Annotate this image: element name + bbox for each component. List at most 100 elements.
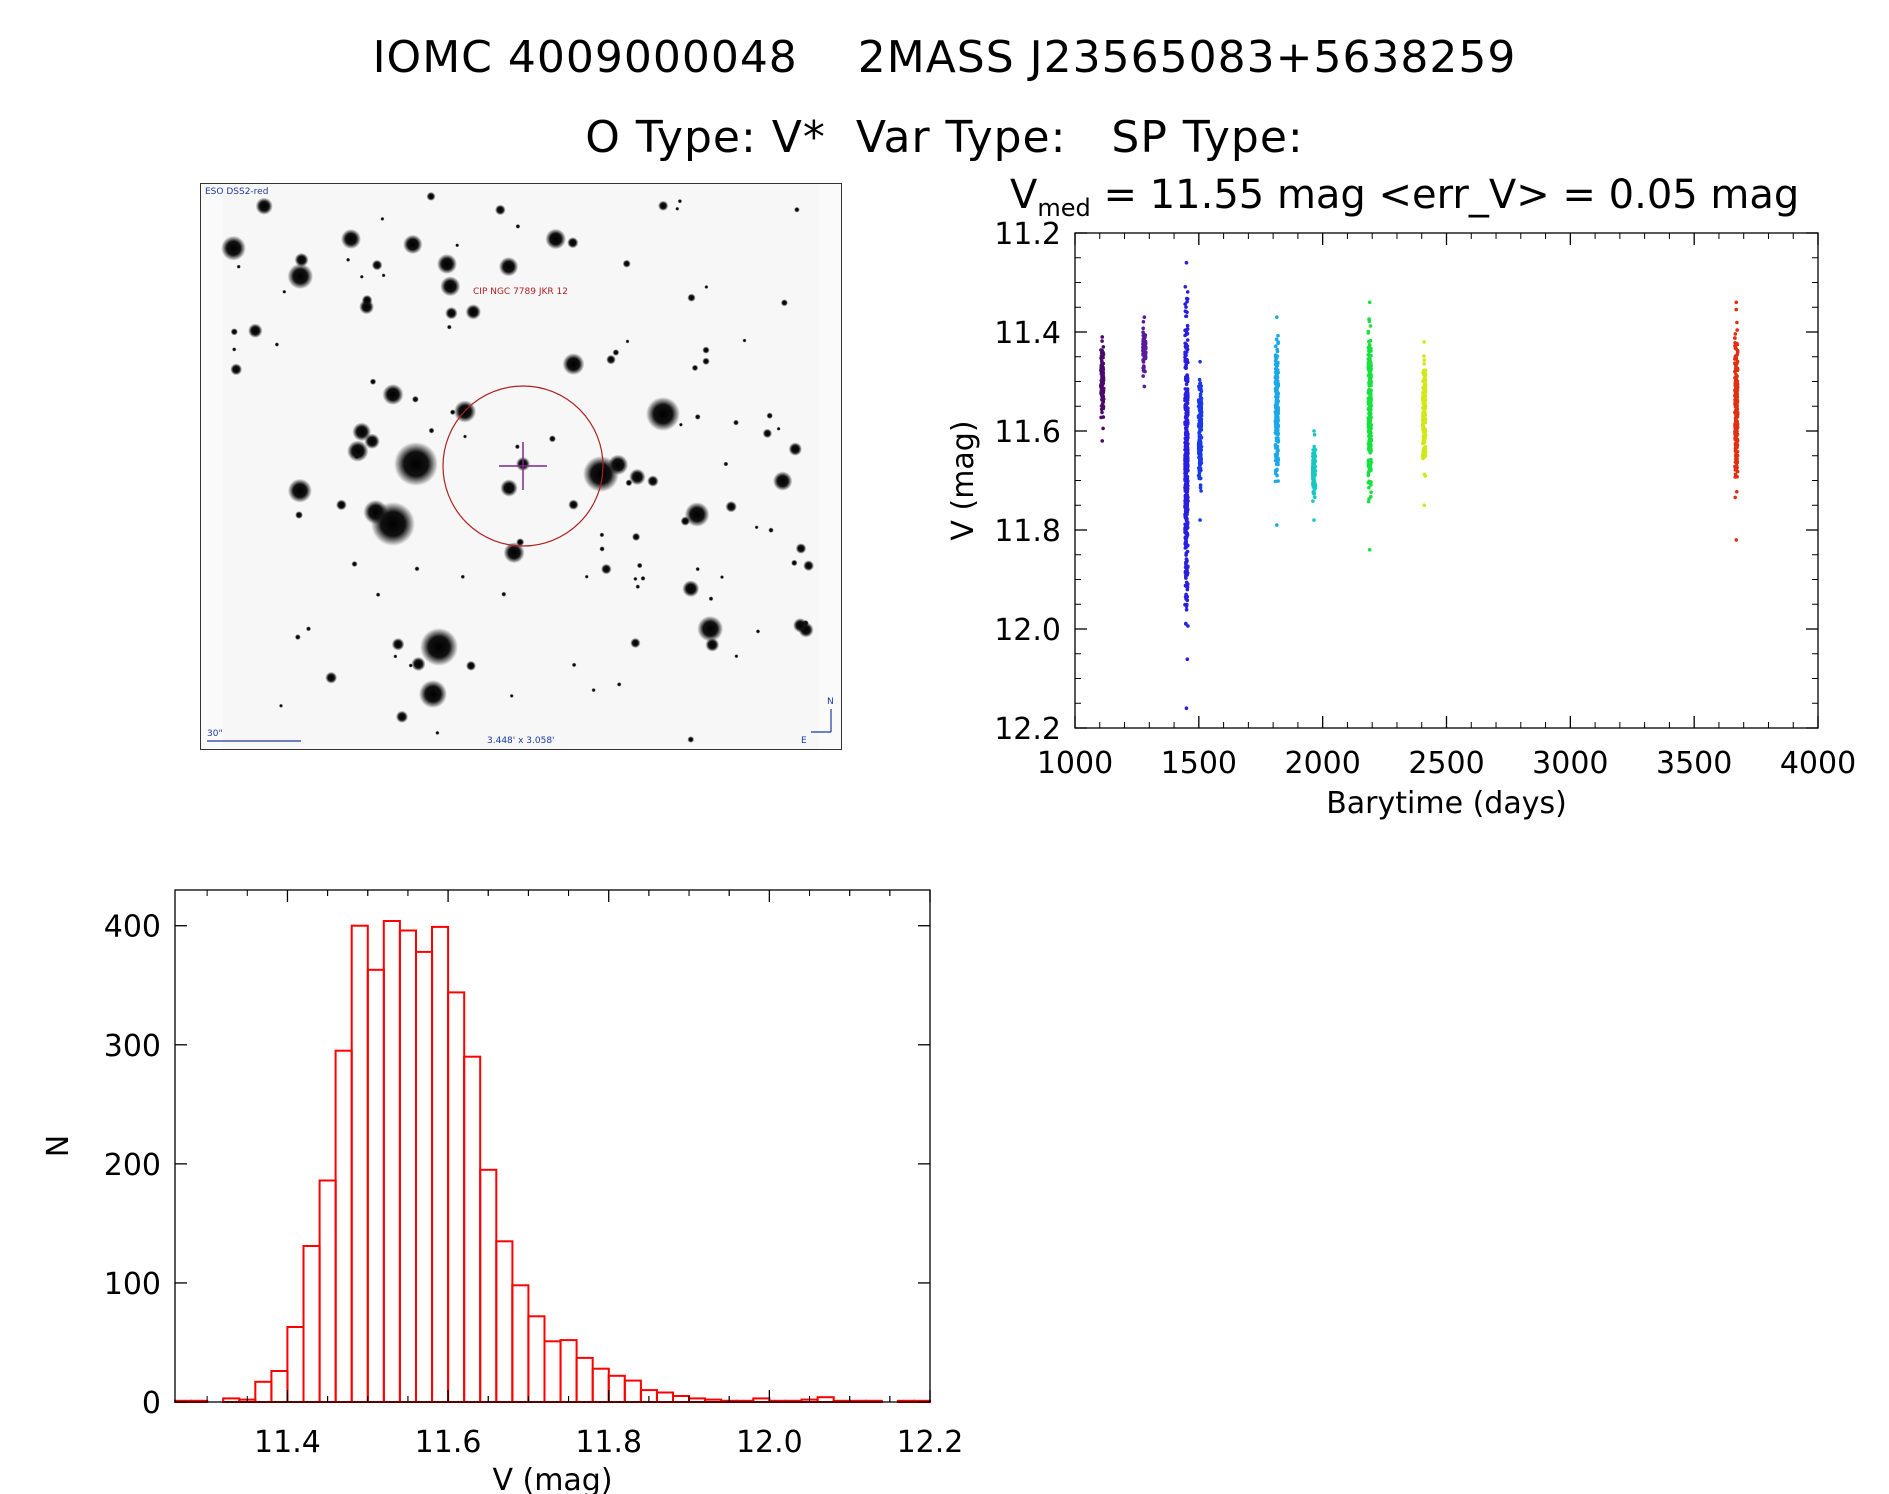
lightcurve-point: [1185, 531, 1190, 536]
lightcurve-point: [1275, 406, 1279, 411]
star: [498, 257, 519, 277]
lightcurve-point: [1734, 383, 1738, 387]
lightcurve-point: [1099, 407, 1104, 412]
lightcurve-point: [1275, 394, 1279, 399]
lightcurve-point: [1368, 468, 1372, 473]
lightcurve-point: [1276, 384, 1280, 388]
lightcurve-point: [1276, 457, 1280, 462]
lightcurve-point: [1734, 444, 1738, 448]
lightcurve-point: [1423, 389, 1428, 394]
lightcurve-point: [1734, 374, 1739, 379]
lightcurve-point: [1185, 327, 1190, 331]
star: [346, 257, 351, 262]
lightcurve-point: [1421, 393, 1426, 397]
lightcurve-point: [1197, 399, 1201, 403]
lightcurve-point: [1184, 424, 1189, 429]
lightcurve-point: [1366, 480, 1371, 485]
lightcurve-point: [1421, 427, 1425, 431]
lightcurve-point: [1100, 388, 1105, 392]
lightcurve-point: [1275, 426, 1280, 431]
lightcurve-point: [1734, 449, 1738, 454]
lightcurve-point: [1184, 342, 1189, 347]
lightcurve-point: [1199, 459, 1203, 464]
lightcurve-point: [1275, 347, 1279, 352]
lightcurve-point: [1184, 531, 1189, 536]
lightcurve-point: [1100, 410, 1104, 415]
lightcurve-point: [1422, 401, 1427, 406]
lightcurve-point: [1275, 412, 1280, 417]
lightcurve-point: [1184, 459, 1188, 463]
lightcurve-point: [1274, 436, 1279, 440]
lightcurve-point: [1423, 368, 1428, 373]
lightcurve-point: [1422, 390, 1427, 395]
lightcurve-point: [1421, 413, 1426, 417]
star: [347, 440, 369, 462]
lightcurve-point: [1184, 436, 1188, 440]
lightcurve-point: [1184, 604, 1189, 609]
lightcurve-point: [1735, 392, 1739, 397]
lightcurve-point: [1367, 382, 1372, 387]
lightcurve-point: [1274, 371, 1278, 376]
lightcurve-point: [1369, 460, 1373, 465]
lightcurve-point: [1099, 378, 1104, 383]
lightcurve-point: [1368, 343, 1372, 348]
lightcurve-point: [1735, 421, 1739, 426]
lightcurve-point: [1275, 315, 1279, 319]
lightcurve-point: [1186, 499, 1190, 503]
lightcurve-point: [1274, 405, 1278, 409]
lightcurve-point: [1276, 424, 1280, 429]
lightcurve-point: [1199, 410, 1203, 415]
lightcurve-point: [1369, 434, 1373, 438]
lightcurve-point: [1311, 469, 1316, 474]
lightcurve-point: [1367, 364, 1371, 369]
lightcurve-point: [1183, 542, 1187, 546]
lightcurve-point: [1734, 409, 1739, 414]
lightcurve-point: [1276, 361, 1280, 365]
lightcurve-point: [1733, 425, 1738, 429]
lightcurve-point: [1368, 425, 1372, 430]
lightcurve-point: [1183, 365, 1188, 370]
lightcurve-point: [1423, 413, 1427, 417]
lightcurve-point: [1198, 518, 1202, 522]
lightcurve-point: [1185, 379, 1189, 384]
lightcurve-point: [1183, 407, 1188, 412]
star: [697, 615, 724, 642]
lightcurve-point: [1421, 450, 1425, 454]
lightcurve-point: [1273, 382, 1278, 386]
lightcurve-point: [1274, 404, 1279, 409]
star: [463, 434, 467, 439]
lightcurve-point: [1366, 463, 1371, 468]
lightcurve-point: [1275, 437, 1280, 442]
lightcurve-point: [1369, 449, 1373, 453]
lightcurve-point: [1367, 405, 1372, 409]
lightcurve-point: [1274, 422, 1278, 427]
star: [363, 499, 388, 525]
lightcurve-point: [1198, 359, 1202, 364]
lightcurve-point: [1367, 485, 1371, 490]
lightcurve-point: [1312, 486, 1316, 490]
lightcurve-point: [1275, 447, 1280, 452]
lightcurve-point: [1274, 423, 1278, 427]
histogram-bar: [447, 991, 466, 1404]
lightcurve-point: [1184, 498, 1188, 502]
lightcurve-point: [1421, 441, 1425, 445]
lightcurve-point: [1141, 349, 1146, 354]
lightcurve-point: [1422, 397, 1426, 402]
lightcurve-point: [1733, 401, 1737, 405]
lightcurve-point: [1273, 419, 1278, 423]
histogram-bar: [639, 1389, 659, 1403]
lightcurve-point: [1733, 393, 1738, 398]
histogram-bar: [736, 1399, 755, 1404]
lightcurve-point: [1368, 434, 1373, 438]
lightcurve-point: [1367, 317, 1371, 321]
star: [768, 527, 774, 533]
lightcurve-point: [1185, 489, 1189, 494]
lightcurve-point: [1368, 431, 1372, 436]
lightcurve-point: [1733, 381, 1738, 385]
histogram-bar: [623, 1379, 642, 1403]
lightcurve-point: [1734, 410, 1739, 415]
lightcurve-point: [1185, 602, 1189, 607]
lightcurve-point: [1367, 356, 1372, 360]
star: [325, 671, 338, 684]
star: [336, 499, 347, 511]
